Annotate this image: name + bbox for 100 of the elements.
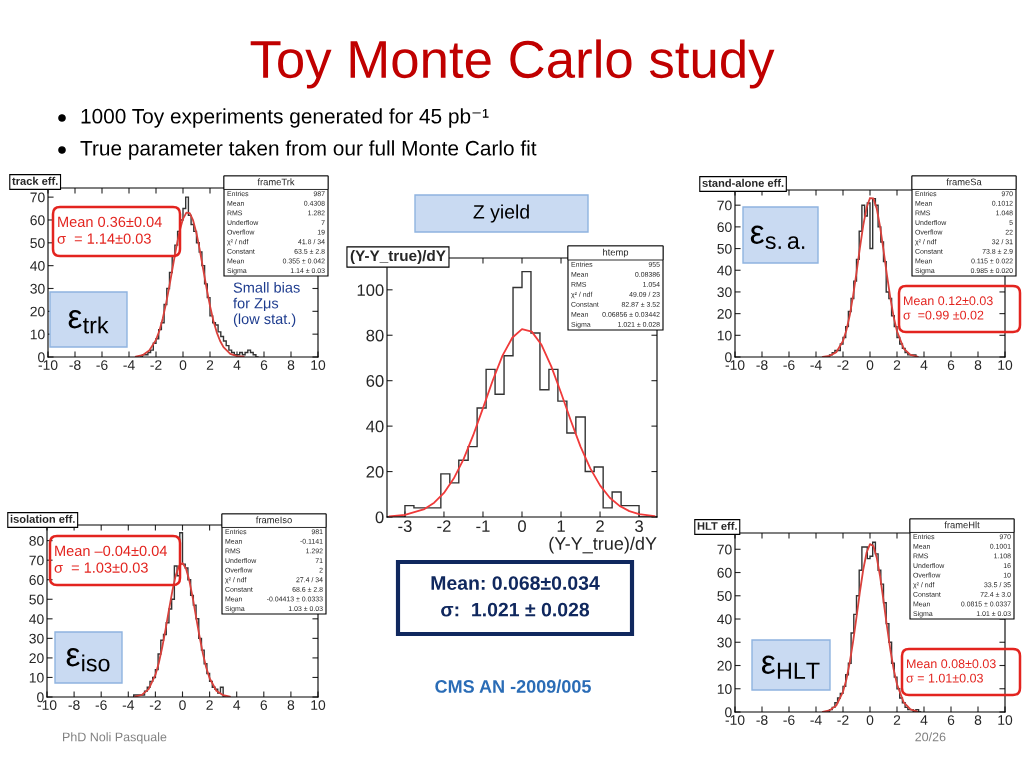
chart-title: stand-alone eff. bbox=[702, 178, 784, 187]
annotation: ε$_{iso}$ bbox=[66, 648, 110, 672]
x-tick-label: -6 bbox=[95, 700, 107, 710]
x-tick-label: 6 bbox=[947, 715, 955, 725]
annotation: Small bias for Zμs (low stat.) bbox=[233, 282, 300, 327]
text: frameSa bbox=[946, 178, 982, 186]
y-tick-label: 40 bbox=[29, 614, 44, 624]
x-tick-label: -2 bbox=[837, 715, 849, 725]
y-tick-label: 30 bbox=[30, 283, 45, 294]
x-tick-label: 2 bbox=[206, 700, 213, 710]
x-tick-label: 0 bbox=[179, 360, 187, 370]
y-tick-label: 10 bbox=[29, 672, 44, 683]
y-tick-label: 40 bbox=[366, 420, 384, 433]
x-tick-label: 6 bbox=[947, 360, 955, 370]
text: Mean: 0.068±0.034 σ: 1.021 ± 0.028 bbox=[431, 576, 600, 617]
x-axis-title: (Y-Y_true)/dY bbox=[549, 536, 657, 554]
text: htemp bbox=[603, 248, 629, 258]
annotation: Mean 0.08±0.03 σ = 1.01±0.03 bbox=[906, 659, 996, 683]
text: Toy Monte Carlo study bbox=[250, 39, 775, 89]
x-tick-label: 2 bbox=[596, 520, 604, 532]
y-tick-label: 20 bbox=[717, 660, 732, 671]
y-tick-label: 70 bbox=[29, 555, 44, 566]
y-tick-label: 40 bbox=[30, 260, 45, 271]
x-tick-label: -1 bbox=[476, 520, 490, 532]
y-tick-label: 10 bbox=[30, 329, 45, 340]
x-tick-label: 2 bbox=[893, 360, 901, 370]
x-tick-label: -6 bbox=[96, 360, 108, 370]
x-tick-label: 4 bbox=[920, 360, 928, 370]
annotation: Mean 0.12±0.03 σ =0.99 ±0.02 bbox=[903, 296, 993, 320]
y-tick-label: 10 bbox=[717, 330, 732, 341]
x-tick-label: -8 bbox=[69, 360, 81, 370]
chart-title: HLT eff. bbox=[697, 521, 737, 530]
x-tick-label: 0 bbox=[518, 520, 526, 533]
y-tick-label: 50 bbox=[717, 591, 732, 601]
x-tick-label: 10 bbox=[311, 360, 326, 370]
x-tick-label: 10 bbox=[998, 360, 1013, 370]
text: frameHlt bbox=[944, 521, 980, 529]
y-tick-label: 20 bbox=[29, 653, 44, 664]
x-tick-label: -4 bbox=[123, 360, 135, 370]
text: True parameter taken from our full Monte Carlo fit bbox=[80, 140, 537, 160]
y-tick-label: 60 bbox=[366, 375, 384, 387]
y-tick-label: 60 bbox=[30, 215, 45, 226]
x-tick-label: 2 bbox=[893, 715, 901, 725]
text: CMS AN -2009/005 bbox=[435, 679, 591, 694]
annotation: ε$_{s.a.}$ bbox=[750, 225, 805, 250]
x-tick-label: 4 bbox=[233, 700, 241, 710]
x-tick-label: 6 bbox=[260, 700, 268, 710]
y-tick-label: 60 bbox=[717, 222, 732, 233]
chart-title: isolation eff. bbox=[10, 514, 75, 523]
x-tick-label: -2 bbox=[150, 360, 162, 370]
x-tick-label: 8 bbox=[287, 700, 295, 710]
x-tick-label: 0 bbox=[866, 360, 874, 370]
x-tick-label: -8 bbox=[756, 715, 768, 725]
annotation: ε$_{HLT}$ bbox=[761, 655, 820, 679]
x-tick-label: -6 bbox=[783, 715, 795, 725]
x-tick-label: 10 bbox=[998, 715, 1013, 725]
x-tick-label: 4 bbox=[233, 360, 241, 370]
text: 20/26 bbox=[915, 732, 946, 742]
annotation: Mean 0.36±0.04 σ = 1.14±0.03 bbox=[57, 216, 162, 244]
y-tick-label: 70 bbox=[30, 192, 45, 203]
x-tick-label: -8 bbox=[68, 700, 80, 710]
x-tick-label: -4 bbox=[810, 360, 822, 370]
x-tick-label: -3 bbox=[398, 520, 412, 533]
x-tick-label: -6 bbox=[783, 360, 795, 370]
y-tick-label: 60 bbox=[29, 575, 44, 585]
text: frameIso bbox=[255, 516, 292, 524]
y-tick-label: 30 bbox=[717, 287, 732, 298]
x-tick-label: 1 bbox=[557, 520, 565, 532]
x-tick-label: 4 bbox=[920, 715, 928, 725]
y-tick-label: 40 bbox=[717, 614, 732, 625]
y-tick-label: 50 bbox=[30, 238, 45, 248]
y-tick-label: 30 bbox=[29, 633, 44, 644]
x-tick-label: -4 bbox=[122, 700, 135, 710]
y-tick-label: 70 bbox=[717, 544, 732, 555]
y-tick-label: 100 bbox=[357, 284, 384, 297]
chart-title: track eff. bbox=[12, 176, 58, 185]
x-tick-label: 0 bbox=[866, 715, 874, 725]
y-tick-label: 50 bbox=[717, 243, 732, 254]
x-tick-label: 0 bbox=[179, 700, 186, 710]
y-tick-label: 60 bbox=[717, 567, 732, 578]
y-tick-label: 0 bbox=[375, 511, 384, 524]
y-tick-label: 20 bbox=[717, 308, 732, 319]
annotation: ε$_{trk}$ bbox=[68, 310, 109, 334]
y-tick-label: 80 bbox=[29, 535, 44, 546]
y-tick-label: 80 bbox=[366, 329, 384, 342]
x-tick-label: 8 bbox=[974, 715, 982, 725]
y-tick-label: 10 bbox=[717, 684, 732, 694]
y-tick-label: 30 bbox=[717, 637, 732, 648]
x-tick-label: -8 bbox=[756, 360, 768, 370]
text: frameTrk bbox=[257, 178, 295, 186]
x-tick-label: 10 bbox=[311, 700, 326, 710]
y-tick-label: 40 bbox=[717, 265, 732, 276]
x-tick-label: 6 bbox=[260, 360, 268, 370]
x-tick-label: 2 bbox=[206, 360, 214, 370]
y-tick-label: 50 bbox=[29, 594, 44, 605]
x-tick-label: -2 bbox=[437, 520, 451, 532]
annotation: Mean –0.04±0.04 σ = 1.03±0.03 bbox=[54, 545, 167, 573]
y-tick-label: 70 bbox=[717, 200, 732, 211]
chart-title: (Y-Y_true)/dY bbox=[350, 249, 446, 265]
x-tick-label: -4 bbox=[810, 715, 822, 725]
